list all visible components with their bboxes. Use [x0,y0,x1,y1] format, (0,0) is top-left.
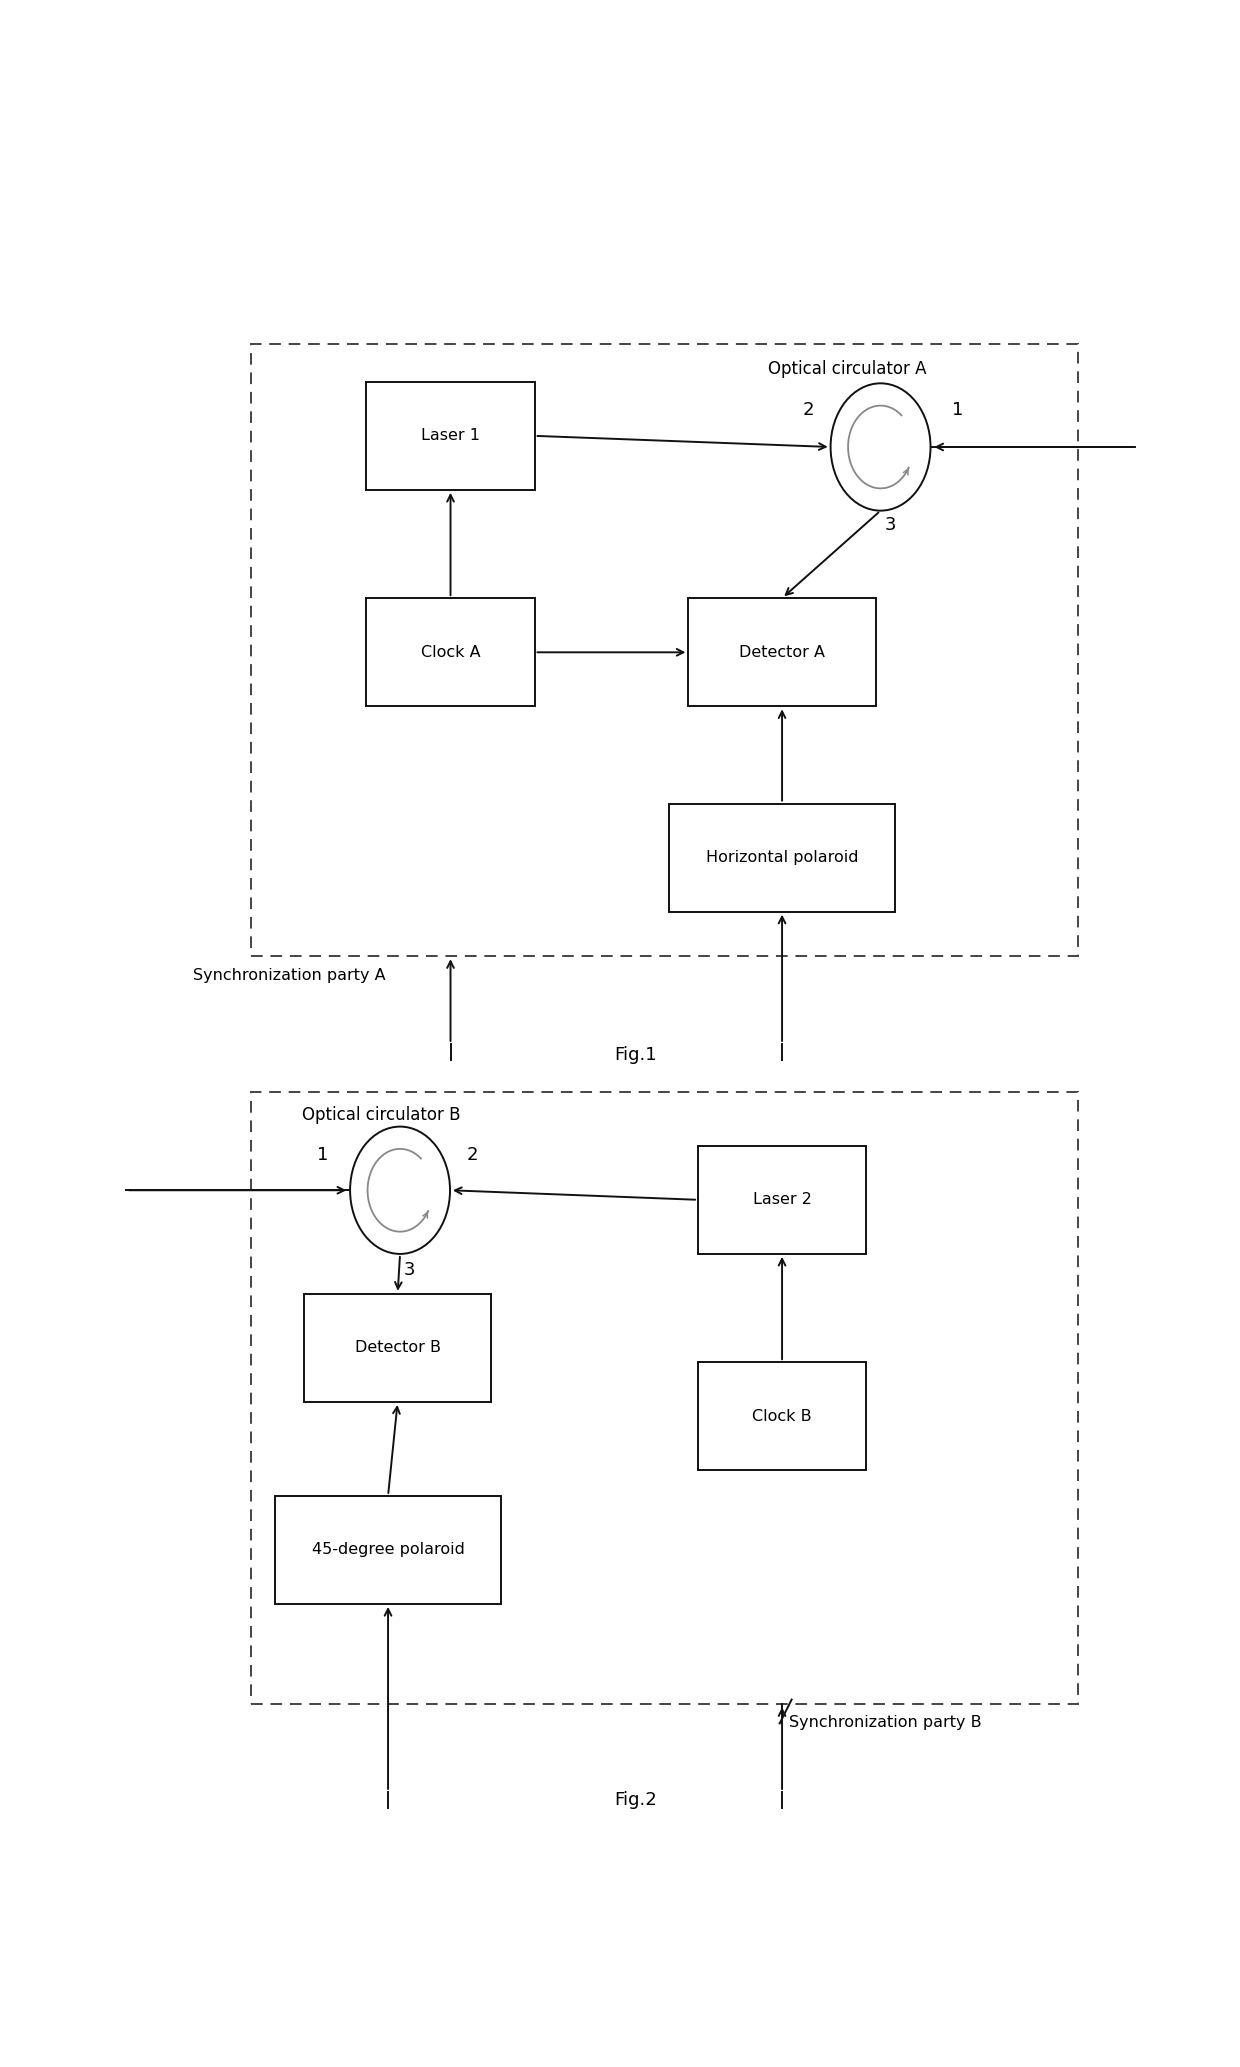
Text: Clock A: Clock A [420,645,480,659]
Text: Fig.1: Fig.1 [614,1046,657,1065]
Text: 1: 1 [317,1147,329,1164]
Text: Optical circulator A: Optical circulator A [768,360,926,378]
Text: Laser 1: Laser 1 [422,428,480,442]
Text: Optical circulator B: Optical circulator B [301,1106,460,1124]
Bar [670,804,895,912]
Text: Detector A: Detector A [739,645,825,659]
Text: 3: 3 [884,517,897,533]
Bar [367,597,534,707]
Text: 3: 3 [404,1261,415,1279]
Bar [698,1362,866,1470]
Text: Laser 2: Laser 2 [753,1193,811,1207]
Bar [304,1294,491,1401]
Bar [698,1145,866,1255]
Bar [250,1091,1078,1705]
Bar [688,597,875,707]
Text: 2: 2 [802,401,815,420]
Ellipse shape [831,382,930,511]
Text: Horizontal polaroid: Horizontal polaroid [706,850,858,866]
Text: Clock B: Clock B [753,1410,812,1424]
Bar [250,343,1078,957]
Text: Detector B: Detector B [355,1339,440,1356]
Text: 1: 1 [952,401,963,420]
Bar [275,1497,501,1604]
Text: Synchronization party A: Synchronization party A [193,967,386,984]
Text: 2: 2 [466,1147,477,1164]
Text: Fig.2: Fig.2 [614,1790,657,1809]
Bar [367,382,534,490]
Ellipse shape [350,1127,450,1255]
Text: 45-degree polaroid: 45-degree polaroid [311,1542,465,1556]
Text: Synchronization party B: Synchronization party B [789,1716,982,1730]
